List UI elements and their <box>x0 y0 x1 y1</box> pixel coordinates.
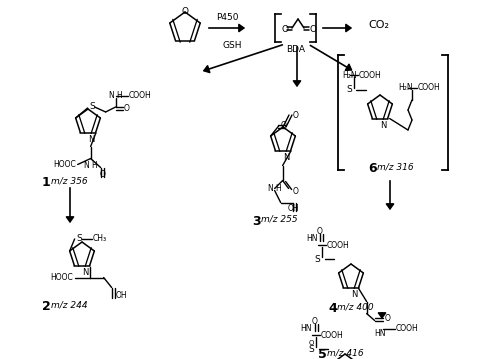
Text: N: N <box>283 153 289 162</box>
Text: O: O <box>308 340 313 346</box>
Text: HN: HN <box>374 328 386 337</box>
Text: COOH: COOH <box>395 324 418 333</box>
Text: N: N <box>88 135 95 144</box>
Text: HOOC: HOOC <box>53 160 76 169</box>
Text: N: N <box>83 160 88 169</box>
Text: m/z 255: m/z 255 <box>261 215 297 224</box>
Text: O: O <box>281 25 287 34</box>
Text: HN: HN <box>300 324 311 333</box>
Text: S: S <box>346 85 351 94</box>
Text: N: N <box>380 121 386 130</box>
Text: m/z 244: m/z 244 <box>51 300 87 309</box>
Text: O: O <box>292 187 298 196</box>
Text: CO₂: CO₂ <box>367 20 388 30</box>
Text: BDA: BDA <box>286 45 305 54</box>
Text: 6: 6 <box>367 162 376 175</box>
Text: S: S <box>314 255 319 264</box>
Text: OH: OH <box>115 290 127 299</box>
Text: H₂N: H₂N <box>397 84 412 93</box>
Text: O: O <box>280 121 286 130</box>
Text: m/z 416: m/z 416 <box>326 348 363 357</box>
Text: m/z 400: m/z 400 <box>336 302 373 311</box>
Text: 2: 2 <box>42 300 51 313</box>
Text: CH₃: CH₃ <box>92 234 106 243</box>
Text: 1: 1 <box>42 176 51 189</box>
Text: COOH: COOH <box>326 241 349 250</box>
Text: COOH: COOH <box>417 84 440 93</box>
Text: O: O <box>123 104 129 113</box>
Text: O: O <box>311 317 317 326</box>
Text: O: O <box>181 6 188 15</box>
Text: N: N <box>350 289 357 299</box>
Text: O: O <box>100 169 105 178</box>
Text: COOH: COOH <box>320 331 343 340</box>
Text: S: S <box>77 234 82 243</box>
Text: COOH: COOH <box>128 92 151 101</box>
Text: 5: 5 <box>317 348 326 359</box>
Text: O: O <box>292 111 298 120</box>
Text: COOH: COOH <box>358 70 381 79</box>
Text: H: H <box>91 160 97 169</box>
Text: P450: P450 <box>215 13 238 22</box>
Text: GSH: GSH <box>222 41 241 50</box>
Text: H: H <box>117 92 122 101</box>
Text: N: N <box>82 267 88 276</box>
Text: S: S <box>89 102 95 112</box>
Text: N: N <box>266 184 272 193</box>
Text: O: O <box>308 25 315 34</box>
Text: 3: 3 <box>251 215 260 228</box>
Text: 4: 4 <box>327 302 336 315</box>
Text: O: O <box>316 228 322 237</box>
Text: m/z 356: m/z 356 <box>51 176 87 185</box>
Text: H: H <box>275 184 281 193</box>
Text: S: S <box>307 345 313 354</box>
Text: OH: OH <box>287 204 299 213</box>
Text: HOOC: HOOC <box>50 273 73 282</box>
Text: HN: HN <box>306 234 317 243</box>
Text: H₂N: H₂N <box>341 70 356 79</box>
Text: O: O <box>384 314 390 323</box>
Text: m/z 316: m/z 316 <box>376 162 413 171</box>
Text: N: N <box>108 92 113 101</box>
